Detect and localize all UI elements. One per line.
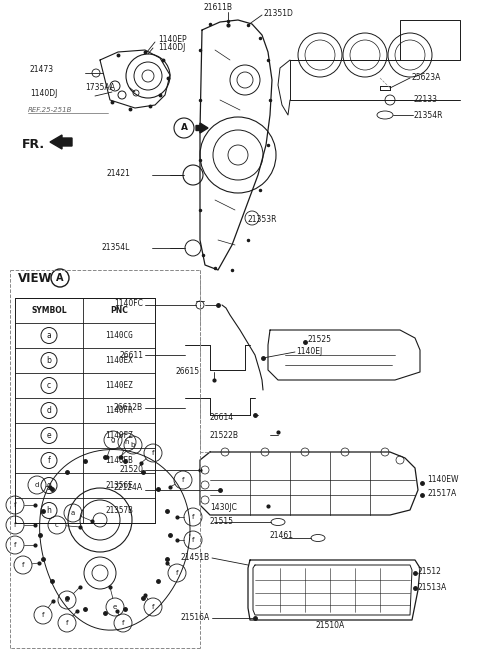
Text: 22133: 22133 — [413, 96, 437, 105]
Text: FR.: FR. — [22, 139, 45, 152]
Text: f: f — [22, 562, 24, 568]
Text: 1140EX: 1140EX — [105, 356, 133, 365]
Text: 21517A: 21517A — [427, 490, 456, 499]
Text: 21461: 21461 — [270, 531, 294, 540]
Text: PNC: PNC — [110, 306, 128, 315]
Text: e: e — [113, 604, 117, 610]
Text: f: f — [192, 514, 194, 520]
Text: 1140EJ: 1140EJ — [296, 348, 322, 357]
Text: f: f — [176, 570, 178, 576]
Text: g: g — [47, 481, 51, 490]
Text: f: f — [152, 604, 154, 610]
Text: 21354R: 21354R — [414, 111, 444, 120]
Text: f: f — [42, 612, 44, 618]
Text: 26615: 26615 — [175, 368, 199, 376]
Text: 21516A: 21516A — [181, 613, 210, 622]
Text: a: a — [47, 331, 51, 340]
Text: 21421: 21421 — [106, 169, 130, 178]
Text: 1140DJ: 1140DJ — [158, 44, 185, 53]
Text: f: f — [152, 450, 154, 456]
Text: 21512: 21512 — [418, 568, 442, 577]
Text: 1140EB: 1140EB — [105, 456, 133, 465]
Text: 1140DJ: 1140DJ — [30, 89, 58, 98]
Text: f: f — [14, 502, 16, 508]
Text: 1140EZ: 1140EZ — [105, 381, 133, 390]
Text: 21515: 21515 — [210, 518, 234, 527]
Text: g: g — [111, 437, 115, 443]
Text: 21611B: 21611B — [204, 3, 232, 12]
Text: SYMBOL: SYMBOL — [31, 306, 67, 315]
FancyArrow shape — [196, 123, 208, 133]
Text: 21525: 21525 — [307, 335, 331, 344]
FancyArrow shape — [50, 135, 72, 149]
Text: 21353R: 21353R — [248, 215, 277, 225]
Text: 26614: 26614 — [210, 413, 234, 422]
Text: 21510A: 21510A — [315, 620, 345, 630]
Text: f: f — [192, 537, 194, 543]
Text: 22124A: 22124A — [114, 484, 143, 493]
Text: 21513A: 21513A — [418, 583, 447, 592]
Text: e: e — [47, 431, 51, 440]
Text: c: c — [55, 522, 59, 528]
Text: 21451B: 21451B — [181, 553, 210, 562]
Text: 21473: 21473 — [30, 66, 54, 74]
Text: h: h — [47, 506, 51, 515]
Text: e: e — [65, 597, 69, 603]
Text: 21354L: 21354L — [102, 243, 130, 253]
Text: 21520: 21520 — [119, 465, 143, 475]
Text: 26612B: 26612B — [114, 404, 143, 413]
Text: 1430JC: 1430JC — [210, 503, 237, 512]
Text: 21522B: 21522B — [210, 430, 239, 439]
Text: 1140EW: 1140EW — [427, 475, 458, 484]
Text: REF.25-251B: REF.25-251B — [28, 107, 72, 113]
Text: f: f — [66, 620, 68, 626]
Text: f: f — [182, 477, 184, 483]
Text: A: A — [180, 124, 188, 133]
Text: f: f — [14, 542, 16, 548]
Text: d: d — [47, 406, 51, 415]
Text: 21356E: 21356E — [105, 481, 133, 490]
Text: 21351D: 21351D — [264, 10, 294, 18]
Text: f: f — [48, 456, 50, 465]
Text: f: f — [14, 522, 16, 528]
Text: 26611: 26611 — [119, 350, 143, 359]
Text: 1140CG: 1140CG — [105, 331, 133, 340]
Text: 1140EP: 1140EP — [158, 36, 187, 44]
Text: 1735AA: 1735AA — [85, 83, 115, 92]
Text: c: c — [47, 381, 51, 390]
Text: a: a — [71, 510, 75, 516]
Text: 25623A: 25623A — [412, 74, 442, 83]
Text: d: d — [35, 482, 39, 488]
Text: 21357B: 21357B — [105, 506, 133, 515]
Text: A: A — [56, 273, 64, 283]
Text: b: b — [131, 442, 135, 448]
Text: 1140FZ: 1140FZ — [105, 431, 133, 440]
Text: f: f — [122, 620, 124, 626]
Text: 1140FC: 1140FC — [114, 299, 143, 307]
Text: h: h — [125, 439, 129, 445]
Text: VIEW: VIEW — [18, 271, 52, 284]
FancyArrowPatch shape — [55, 139, 69, 145]
Text: b: b — [47, 356, 51, 365]
Text: 1140FR: 1140FR — [105, 406, 133, 415]
